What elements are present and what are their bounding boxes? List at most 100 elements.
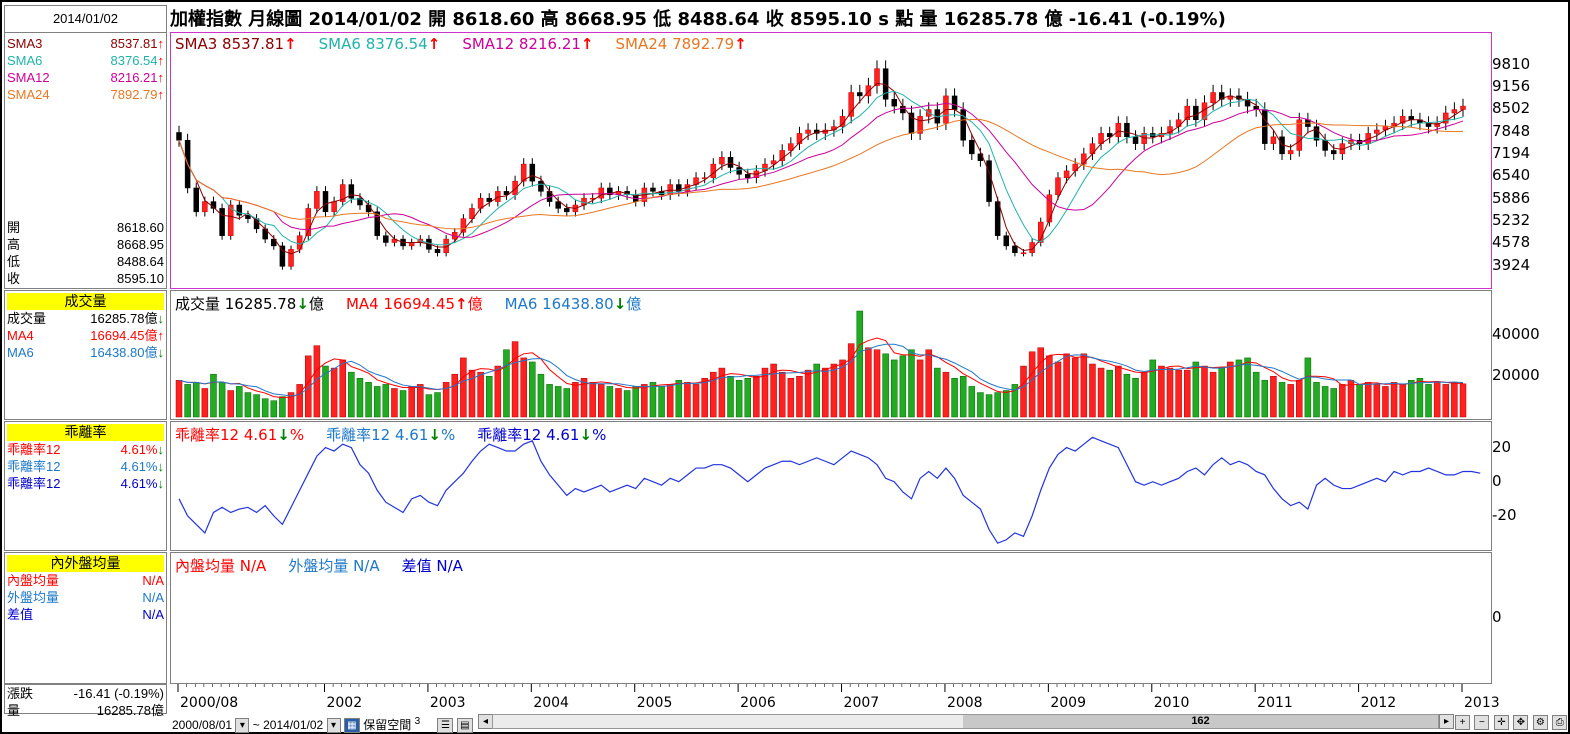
volume-bar bbox=[589, 382, 596, 418]
inout-chart[interactable]: 內盤均量 N/A 外盤均量 N/A 差值 N/A bbox=[170, 552, 1492, 684]
vol-value: 16285.78億↓ bbox=[90, 310, 164, 327]
bias-value: 4.61%↓ bbox=[121, 475, 164, 492]
ohlc-value-text: 8488.64 bbox=[117, 254, 164, 269]
candle bbox=[727, 151, 734, 174]
volume-bar bbox=[1296, 380, 1303, 418]
vol-value-text: 16285.78億 bbox=[90, 311, 158, 326]
candle bbox=[227, 200, 234, 240]
scroll-left-button[interactable]: ◂ bbox=[478, 714, 493, 729]
bias-value: 4.61%↓ bbox=[121, 441, 164, 458]
scroll-right-button[interactable]: ▸ bbox=[1439, 714, 1454, 729]
candle bbox=[882, 60, 889, 107]
price-chart[interactable]: SMA3 8537.81↑ SMA6 8376.54↑ SMA12 8216.21↑… bbox=[170, 32, 1492, 289]
volume-bar bbox=[1313, 382, 1320, 418]
volume-chart[interactable]: 成交量 16285.78↓億 MA4 16694.45↑億 MA6 16438.80… bbox=[170, 290, 1492, 420]
volume-bar bbox=[1209, 371, 1217, 418]
volume-bar bbox=[1347, 380, 1355, 418]
candle bbox=[805, 123, 811, 141]
volume-bar bbox=[1166, 367, 1174, 418]
from-dropdown-icon[interactable]: ▾ bbox=[235, 718, 250, 734]
price-legend: SMA3 8537.81↑ SMA6 8376.54↑ SMA12 8216.21↑… bbox=[175, 35, 769, 53]
volume-bar bbox=[1183, 369, 1191, 418]
print-icon[interactable]: ⎙ bbox=[1552, 715, 1568, 731]
volume-bar bbox=[985, 394, 993, 418]
ohlc-label: 高 bbox=[7, 237, 21, 252]
candle bbox=[701, 172, 708, 184]
bias-label: 乖離率12 bbox=[7, 476, 61, 491]
volume-bar bbox=[1011, 384, 1019, 418]
legend-text: SMA24 7892.79 bbox=[615, 35, 735, 53]
volume-bar bbox=[666, 384, 674, 418]
y-tick-label: 5886 bbox=[1492, 188, 1531, 207]
volume-bar bbox=[1278, 382, 1286, 418]
candle bbox=[1451, 102, 1458, 121]
volume-bar bbox=[296, 384, 303, 418]
bias-chart[interactable]: 乖離率12 4.61↓% 乖離率12 4.61↓% 乖離率12 4.61↓% bbox=[170, 421, 1492, 551]
price-info-panel: SMA3 8537.81↑ SMA6 8376.54↑ SMA12 8216.21↑ SMA… bbox=[4, 32, 167, 289]
volume-bar bbox=[425, 394, 433, 418]
candle bbox=[1330, 144, 1337, 160]
volume-bar bbox=[1020, 365, 1027, 418]
legend-item: MA4 16694.45↑億 bbox=[346, 295, 483, 313]
scroll-value: 162 bbox=[1191, 715, 1210, 727]
volume-bar bbox=[192, 382, 200, 418]
ohlc-label: 開 bbox=[7, 220, 21, 235]
price-svg bbox=[176, 60, 1466, 270]
volume-bar bbox=[908, 349, 915, 418]
scrollbar-thumb[interactable]: 162 bbox=[963, 715, 1438, 728]
to-date[interactable]: 2014/01/02 bbox=[263, 718, 324, 732]
candle bbox=[1417, 112, 1423, 131]
pan-icon[interactable]: ✥ bbox=[1513, 715, 1529, 731]
list-icon[interactable]: ☰ bbox=[437, 718, 454, 734]
candle bbox=[1184, 98, 1190, 127]
candle bbox=[564, 203, 570, 217]
candle bbox=[1193, 98, 1199, 127]
candle bbox=[253, 214, 260, 234]
volume-bar bbox=[1451, 382, 1458, 418]
legend-text: 乖離率12 4.61 bbox=[175, 426, 278, 444]
candle bbox=[874, 60, 880, 94]
volume-bar bbox=[873, 349, 881, 418]
volume-bar bbox=[1408, 380, 1415, 418]
page-icon[interactable]: ▤ bbox=[456, 718, 473, 734]
candle bbox=[788, 137, 794, 157]
volume-bar bbox=[218, 382, 226, 418]
volume-bar bbox=[1071, 357, 1079, 418]
volume-bar bbox=[951, 378, 958, 418]
volume-bar bbox=[546, 384, 553, 418]
from-date[interactable]: 2000/08/01 bbox=[172, 718, 233, 732]
calendar-icon[interactable]: ▦ bbox=[343, 718, 360, 734]
to-dropdown-icon[interactable]: ▾ bbox=[326, 718, 341, 734]
ohlc-row: 開 8618.60 bbox=[7, 219, 164, 236]
inout-row: 內盤均量 N/A bbox=[7, 572, 164, 589]
arrow-down-icon: ↓ bbox=[157, 476, 165, 491]
volume-bar bbox=[1115, 365, 1122, 418]
candle bbox=[503, 186, 510, 200]
ohlc-row: 低 8488.64 bbox=[7, 253, 164, 270]
scrollbar-track[interactable]: 162 bbox=[492, 714, 1439, 729]
volume-bar bbox=[460, 357, 467, 418]
candle bbox=[848, 84, 854, 124]
candle bbox=[1089, 137, 1096, 160]
volume-bar bbox=[606, 386, 614, 418]
candle bbox=[951, 88, 958, 117]
volume-bar bbox=[580, 378, 588, 418]
y-tick-label: 0 bbox=[1492, 471, 1502, 490]
vol-value: 16438.80億↓ bbox=[90, 344, 164, 361]
candle bbox=[520, 158, 527, 187]
ohlc-value-text: 8618.60 bbox=[117, 220, 164, 235]
candle bbox=[314, 186, 320, 214]
legend-unit: % bbox=[592, 426, 607, 444]
volume-bar bbox=[382, 384, 390, 418]
candle bbox=[408, 238, 415, 250]
change-row: 漲跌 -16.41 (-0.19%) bbox=[7, 685, 164, 702]
zoom-in-icon[interactable]: + bbox=[1455, 715, 1470, 731]
cross-icon[interactable]: ✛ bbox=[1493, 715, 1509, 731]
settings-icon[interactable]: ⚙ bbox=[1532, 715, 1548, 731]
candle bbox=[900, 98, 906, 121]
y-tick-label: -20 bbox=[1492, 505, 1517, 524]
zoom-out-icon[interactable]: − bbox=[1474, 715, 1490, 731]
volume-bar bbox=[1304, 357, 1312, 418]
volume-bar bbox=[287, 392, 295, 418]
arrow-up-icon: ↑ bbox=[284, 35, 297, 53]
